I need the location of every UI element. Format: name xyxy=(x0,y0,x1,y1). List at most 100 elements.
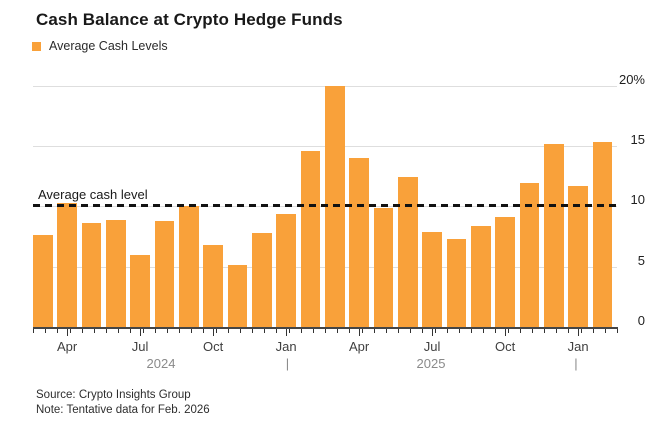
x-axis-minor-tick xyxy=(422,329,424,333)
x-axis-year-label: 2024 xyxy=(146,356,176,371)
average-line-label: Average cash level xyxy=(38,186,148,202)
x-axis-minor-tick xyxy=(325,329,326,333)
x-axis-minor-tick xyxy=(495,329,497,333)
average-dashed-line xyxy=(33,204,617,207)
y-axis-tick-label: 15 xyxy=(630,132,645,148)
bar-dec-2024 xyxy=(252,232,272,327)
x-axis-minor-tick xyxy=(544,329,545,333)
x-axis-minor-tick xyxy=(93,329,95,333)
y-axis-tick-label: 0 xyxy=(637,313,645,328)
x-axis-minor-tick xyxy=(106,329,107,333)
bar-may-2025 xyxy=(373,207,394,327)
bar-jan-2025 xyxy=(276,213,296,327)
bar-apr-2024 xyxy=(57,202,77,327)
x-axis-month-label: Apr xyxy=(348,339,370,354)
bar-sep-2024 xyxy=(179,206,199,327)
x-axis-minor-tick xyxy=(434,329,436,333)
legend: Average Cash Levels xyxy=(32,39,168,53)
legend-swatch-icon xyxy=(32,41,41,51)
x-axis-major-tick xyxy=(67,329,69,336)
x-axis-major-tick xyxy=(359,329,361,336)
x-axis-minor-tick xyxy=(361,329,363,333)
legend-label: Average Cash Levels xyxy=(49,39,168,53)
bar-nov-2025 xyxy=(519,183,540,327)
x-axis-minor-tick xyxy=(483,329,485,333)
bar-dec-2025 xyxy=(544,143,564,327)
year-boundary-divider: | xyxy=(574,356,578,371)
x-axis-minor-tick xyxy=(373,329,375,333)
x-axis-minor-tick xyxy=(264,329,266,333)
y-axis-tick-label: 10 xyxy=(630,192,645,208)
bar-aug-2024 xyxy=(154,220,175,327)
x-axis-minor-tick xyxy=(239,329,241,333)
bar-nov-2024 xyxy=(227,265,248,327)
bar-oct-2024 xyxy=(203,244,223,327)
x-axis-minor-tick xyxy=(69,329,71,333)
x-axis-minor-tick xyxy=(252,329,253,333)
x-axis-month-label: Jan xyxy=(275,339,297,354)
x-axis-minor-tick xyxy=(349,329,351,333)
bar-jan-2026 xyxy=(568,185,588,327)
x-axis-minor-tick xyxy=(458,329,460,333)
x-axis-minor-tick xyxy=(398,329,399,333)
bar-jul-2024 xyxy=(130,254,150,327)
bar-oct-2025 xyxy=(495,217,515,327)
x-axis-minor-tick xyxy=(507,329,509,333)
year-boundary-divider: | xyxy=(285,356,290,371)
x-axis-minor-tick xyxy=(166,329,168,333)
x-axis-major-tick xyxy=(286,329,288,336)
x-axis-minor-tick xyxy=(118,329,120,333)
bar-apr-2025 xyxy=(349,158,369,327)
x-axis-minor-tick xyxy=(130,329,132,333)
x-axis-major-tick xyxy=(213,329,215,336)
x-axis-minor-tick xyxy=(81,329,83,333)
x-axis-minor-tick xyxy=(568,329,570,333)
bar-jun-2025 xyxy=(398,177,418,327)
x-axis-major-tick xyxy=(140,329,142,336)
x-axis-minor-tick xyxy=(288,329,290,333)
x-axis-minor-tick xyxy=(410,329,412,333)
bar-feb-2025 xyxy=(300,150,321,327)
x-axis-minor-tick xyxy=(617,329,618,333)
x-axis-minor-tick xyxy=(227,329,229,333)
x-axis-month-label: Oct xyxy=(494,339,516,354)
y-axis-tick-label: 5 xyxy=(637,252,645,268)
x-axis-month-label: Jan xyxy=(567,339,589,354)
x-axis-minor-tick xyxy=(446,329,448,333)
x-axis-minor-tick xyxy=(592,329,594,333)
x-axis-minor-tick xyxy=(142,329,144,333)
bar-mar-2024 xyxy=(33,235,53,327)
x-axis-minor-tick xyxy=(191,329,193,333)
bar-feb-2026 xyxy=(592,142,613,327)
chart-footer: Source: Crypto Insights Group Note: Tent… xyxy=(36,388,210,418)
x-axis-minor-tick xyxy=(45,329,47,333)
x-axis-minor-tick xyxy=(300,329,302,333)
x-axis-minor-tick xyxy=(471,329,472,333)
x-axis-minor-tick xyxy=(33,329,34,333)
x-axis-major-tick xyxy=(432,329,434,336)
y-axis-tick-label: 20% xyxy=(618,71,645,87)
x-axis-minor-tick xyxy=(203,329,205,333)
x-axis-minor-tick xyxy=(556,329,558,333)
x-axis-minor-tick xyxy=(312,329,314,333)
bar-may-2024 xyxy=(81,223,102,327)
x-axis-minor-tick xyxy=(519,329,521,333)
source-note: Source: Crypto Insights Group xyxy=(36,389,191,401)
x-axis-minor-tick xyxy=(215,329,217,333)
x-axis-minor-tick xyxy=(57,329,59,333)
x-axis-major-tick xyxy=(578,329,580,336)
x-axis-month-label: Jul xyxy=(131,339,149,354)
x-axis-minor-tick xyxy=(385,329,387,333)
x-axis-minor-tick xyxy=(604,329,606,333)
x-axis-minor-tick xyxy=(276,329,278,333)
bar-jul-2025 xyxy=(422,231,442,327)
x-axis-minor-tick xyxy=(154,329,156,333)
x-axis-baseline xyxy=(33,327,618,329)
bar-aug-2025 xyxy=(446,238,467,327)
x-axis-month-label: Apr xyxy=(56,339,78,354)
bar-jun-2024 xyxy=(106,219,126,327)
x-axis-minor-tick xyxy=(580,329,582,333)
bar-sep-2025 xyxy=(471,225,491,327)
x-axis-minor-tick xyxy=(531,329,533,333)
